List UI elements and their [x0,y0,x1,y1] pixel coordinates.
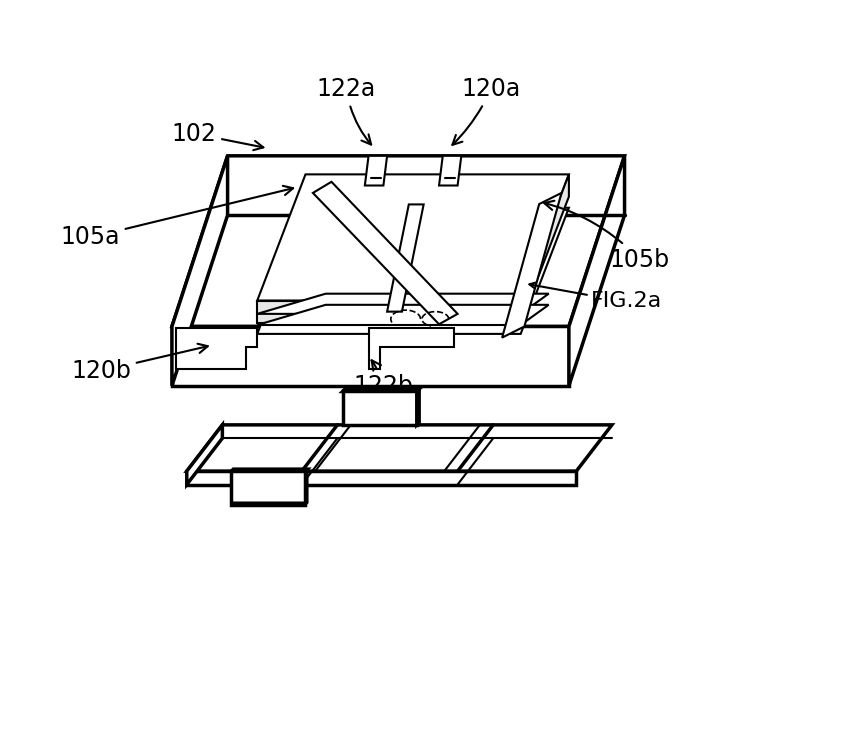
Text: 105a: 105a [61,186,294,249]
Polygon shape [172,326,569,386]
Text: 102: 102 [172,122,263,150]
Polygon shape [354,387,407,390]
Polygon shape [257,208,569,334]
Polygon shape [176,328,257,369]
Polygon shape [172,156,625,326]
Polygon shape [387,205,424,312]
Polygon shape [231,502,308,505]
Polygon shape [502,193,562,338]
Polygon shape [187,425,222,485]
Polygon shape [439,156,462,186]
Text: 120b: 120b [71,344,208,383]
Polygon shape [187,425,612,471]
Polygon shape [257,305,548,325]
Polygon shape [417,389,419,425]
Polygon shape [365,156,387,186]
Text: 120a: 120a [452,77,521,145]
Polygon shape [342,389,419,392]
Polygon shape [257,301,521,323]
Text: 122b: 122b [353,361,413,398]
Text: 105b: 105b [544,201,669,272]
Text: FIG.2a: FIG.2a [591,291,663,310]
Polygon shape [257,294,548,314]
Text: 122a: 122a [317,77,376,145]
Polygon shape [257,174,569,301]
Polygon shape [231,471,305,505]
Polygon shape [313,182,458,324]
Polygon shape [231,469,308,471]
Polygon shape [305,469,308,505]
Polygon shape [342,392,417,425]
Polygon shape [569,156,625,386]
Polygon shape [172,156,228,386]
Polygon shape [187,471,576,485]
Polygon shape [521,174,569,323]
Polygon shape [368,328,454,369]
